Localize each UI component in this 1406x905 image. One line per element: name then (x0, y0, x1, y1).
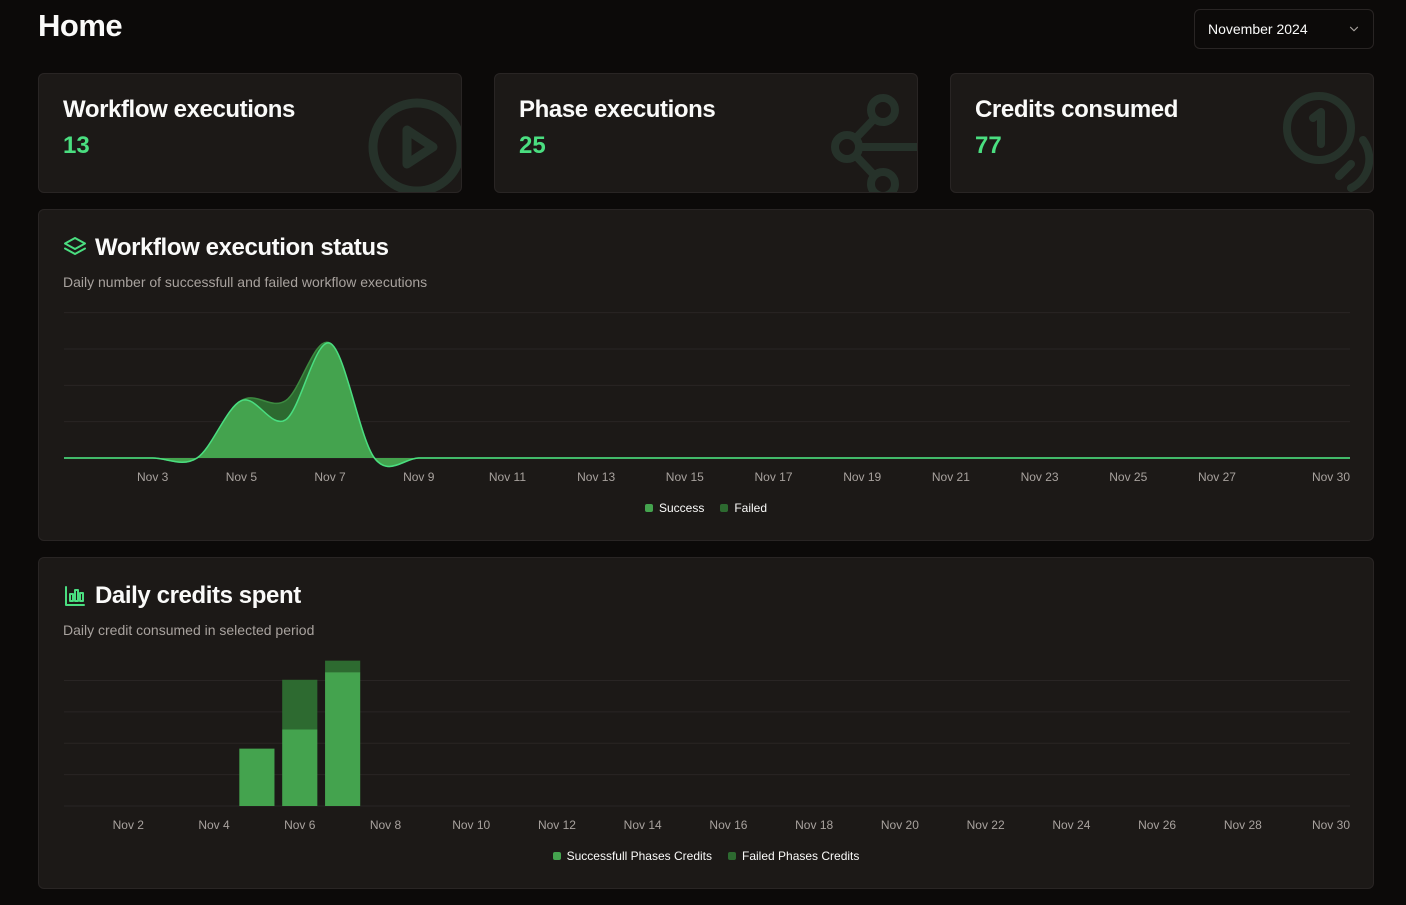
bar-failed-credits[interactable] (325, 660, 361, 673)
x-tick-label: Nov 10 (452, 818, 490, 832)
credits-spent-chart: Nov 2 Nov 4 Nov 6 Nov 8 Nov 10 Nov 12 Nov 14 No… (64, 660, 1350, 832)
stat-card-workflow-executions: Workflow executions 13 (38, 73, 462, 193)
play-circle-icon (368, 98, 461, 192)
execution-status-panel: Nov 3 Nov 5 Nov 7 Nov 9 Nov 11 Nov 13 Nov 15 No… (38, 209, 1374, 541)
x-tick-label: Nov 3 (137, 470, 169, 484)
panel-subtitle: Daily credit consumed in selected period (63, 622, 315, 638)
stat-card-phase-executions: Phase executions 25 (494, 73, 918, 193)
legend-item-success[interactable]: Success (644, 501, 705, 515)
bar-successful-credits[interactable] (325, 672, 361, 806)
x-tick-label: Nov 11 (489, 470, 526, 484)
panel-title: Workflow execution status (95, 234, 389, 261)
x-tick-label: Nov 23 (1021, 470, 1059, 484)
panel-subtitle: Daily number of successfull and failed w… (63, 274, 428, 290)
x-tick-label: Nov 5 (226, 470, 258, 484)
x-tick-label: Nov 6 (284, 818, 316, 832)
panel-title: Daily credits spent (95, 582, 301, 609)
x-tick-label: Nov 14 (624, 818, 662, 832)
area-series-success (64, 342, 1350, 467)
x-tick-label: Nov 2 (113, 818, 145, 832)
x-tick-label: Nov 28 (1224, 818, 1262, 832)
x-tick-label: Nov 15 (666, 470, 704, 484)
bar-failed-credits[interactable] (282, 679, 318, 730)
legend-swatch (720, 504, 729, 512)
panel-header: Workflow execution status (63, 234, 389, 262)
bar-successful-credits[interactable] (282, 729, 318, 807)
stat-value: 25 (519, 132, 546, 159)
legend-item-successful-credits[interactable]: Successfull Phases Credits (552, 849, 712, 863)
x-tick-label: Nov 22 (967, 818, 1005, 832)
x-tick-label: Nov 17 (755, 470, 793, 484)
x-tick-label: Nov 19 (843, 470, 881, 484)
x-tick-label: Nov 12 (538, 818, 576, 832)
legend-swatch (728, 852, 736, 860)
chevron-down-icon (1349, 26, 1359, 32)
coins-icon (1283, 92, 1373, 192)
page-title: Home (38, 8, 123, 43)
x-tick-label: Nov 9 (403, 470, 435, 484)
period-select[interactable]: November 2024 (1194, 9, 1374, 49)
chart-column-icon (65, 586, 85, 606)
bar-successful-credits[interactable] (239, 748, 275, 806)
credits-spent-panel: Nov 2 Nov 4 Nov 6 Nov 8 Nov 10 Nov 12 Nov 14 No… (38, 557, 1374, 889)
x-tick-label: Nov 21 (932, 470, 970, 484)
x-tick-label: Nov 8 (370, 818, 402, 832)
layers-icon (64, 237, 86, 255)
stat-card-credits-consumed: Credits consumed 77 (950, 73, 1374, 193)
legend-item-failed[interactable]: Failed (720, 501, 767, 515)
x-tick-label: Nov 26 (1138, 818, 1176, 832)
area-line-success (64, 342, 1350, 468)
x-tick-label: Nov 20 (881, 818, 919, 832)
x-tick-label: Nov 7 (314, 470, 346, 484)
legend-label: Success (658, 501, 705, 515)
x-tick-label: Nov 30 (1312, 818, 1350, 832)
chart-legend: Success Failed (39, 501, 1373, 515)
legend-swatch (644, 504, 653, 512)
x-tick-label: Nov 16 (709, 818, 747, 832)
x-tick-label: Nov 27 (1198, 470, 1236, 484)
x-tick-label: Nov 24 (1052, 818, 1090, 832)
x-tick-label: Nov 13 (577, 470, 615, 484)
stat-title: Credits consumed (975, 96, 1178, 123)
x-tick-label: Nov 30 (1312, 470, 1350, 484)
legend-label: Failed (734, 501, 768, 515)
panel-header: Daily credits spent (63, 582, 301, 610)
legend-swatch (552, 852, 561, 860)
waypoints-icon (831, 94, 917, 192)
chart-legend: Successfull Phases Credits Failed Phases… (39, 849, 1373, 863)
execution-status-chart: Nov 3 Nov 5 Nov 7 Nov 9 Nov 11 Nov 13 Nov 15 No… (64, 312, 1350, 484)
period-select-value: November 2024 (1208, 21, 1308, 37)
x-tick-label: Nov 18 (795, 818, 833, 832)
legend-label: Failed Phases Credits (742, 849, 860, 863)
x-tick-label: Nov 25 (1109, 470, 1147, 484)
stat-title: Phase executions (519, 96, 716, 123)
stat-value: 13 (63, 132, 90, 159)
stat-title: Workflow executions (63, 96, 296, 123)
legend-label: Successfull Phases Credits (566, 849, 712, 863)
x-tick-label: Nov 4 (198, 818, 230, 832)
stat-value: 77 (975, 132, 1002, 159)
legend-item-failed-credits[interactable]: Failed Phases Credits (728, 849, 859, 863)
